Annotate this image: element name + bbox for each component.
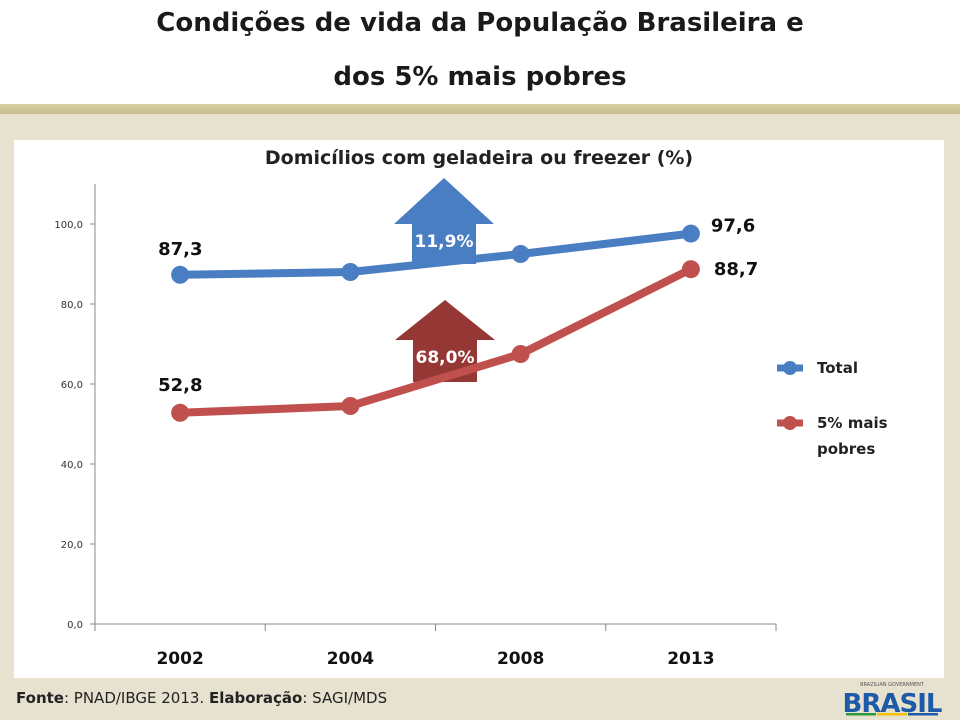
logo-top-text: BRAZILIAN GOVERNMENT [860,682,925,688]
y-tick-label: 20,0 [61,540,83,551]
logo-color-bar [908,713,938,716]
series-0-point [171,265,190,284]
elaboracao-label: Elaboração [208,689,303,707]
legend-label-poorest: 5% mais [817,414,888,432]
y-tick-label: 60,0 [61,380,83,391]
increase-arrow-total-label: 11,9% [415,232,474,252]
legend-marker-poorest [783,416,797,430]
logo-color-bar [846,713,876,716]
x-tick-label: 2008 [497,649,544,669]
data-label: 52,8 [158,375,202,396]
slide-title-line-1: Condições de vida da População Brasileir… [156,8,804,38]
series-0-point [681,224,700,243]
x-tick-label: 2004 [327,649,374,669]
legend-marker-total [783,361,797,375]
series-0-point [511,245,530,263]
slide-title-line-2: dos 5% mais pobres [333,62,627,92]
increase-arrow-poorest-label: 68,0% [416,348,475,368]
title-divider [0,104,960,114]
y-tick-label: 0,0 [67,620,83,631]
title-band: Condições de vida da População Brasileir… [0,0,960,104]
logo-word: BRASIL [843,689,942,716]
fonte-text: : PNAD/IBGE 2013. [63,689,209,707]
brasil-logo: BRAZILIAN GOVERNMENT BRASIL [843,682,943,716]
series-0-point [341,263,360,281]
legend-label-total: Total [817,359,858,377]
series-1-point [171,403,190,422]
data-label: 87,3 [158,239,202,260]
source-footer: Fonte: PNAD/IBGE 2013. Elaboração: SAGI/… [16,689,387,707]
chart-panel: Domicílios com geladeira ou freezer (%) 0… [14,140,944,678]
line-chart: Domicílios com geladeira ou freezer (%) 0… [54,147,888,669]
fonte-label: Fonte [16,689,64,707]
series-1-point [341,397,360,415]
chart-title: Domicílios com geladeira ou freezer (%) [265,147,693,169]
series-line-1 [179,265,693,417]
x-tick-label: 2013 [667,649,714,669]
elaboracao-text: : SAGI/MDS [302,689,388,707]
increase-arrow-total [394,178,494,264]
x-tick-label: 2002 [156,649,203,669]
data-label: 97,6 [711,216,755,237]
y-tick-label: 80,0 [61,300,83,311]
series-1-point [511,345,530,363]
series-1-point [681,260,700,279]
y-tick-label: 100,0 [54,220,83,231]
data-label: 88,7 [714,259,758,280]
logo-color-bar [877,713,907,716]
increase-arrow-poorest [395,300,495,382]
series-line-0 [180,229,692,279]
y-tick-label: 40,0 [61,460,83,471]
legend-label-poorest-cont: pobres [817,440,875,458]
